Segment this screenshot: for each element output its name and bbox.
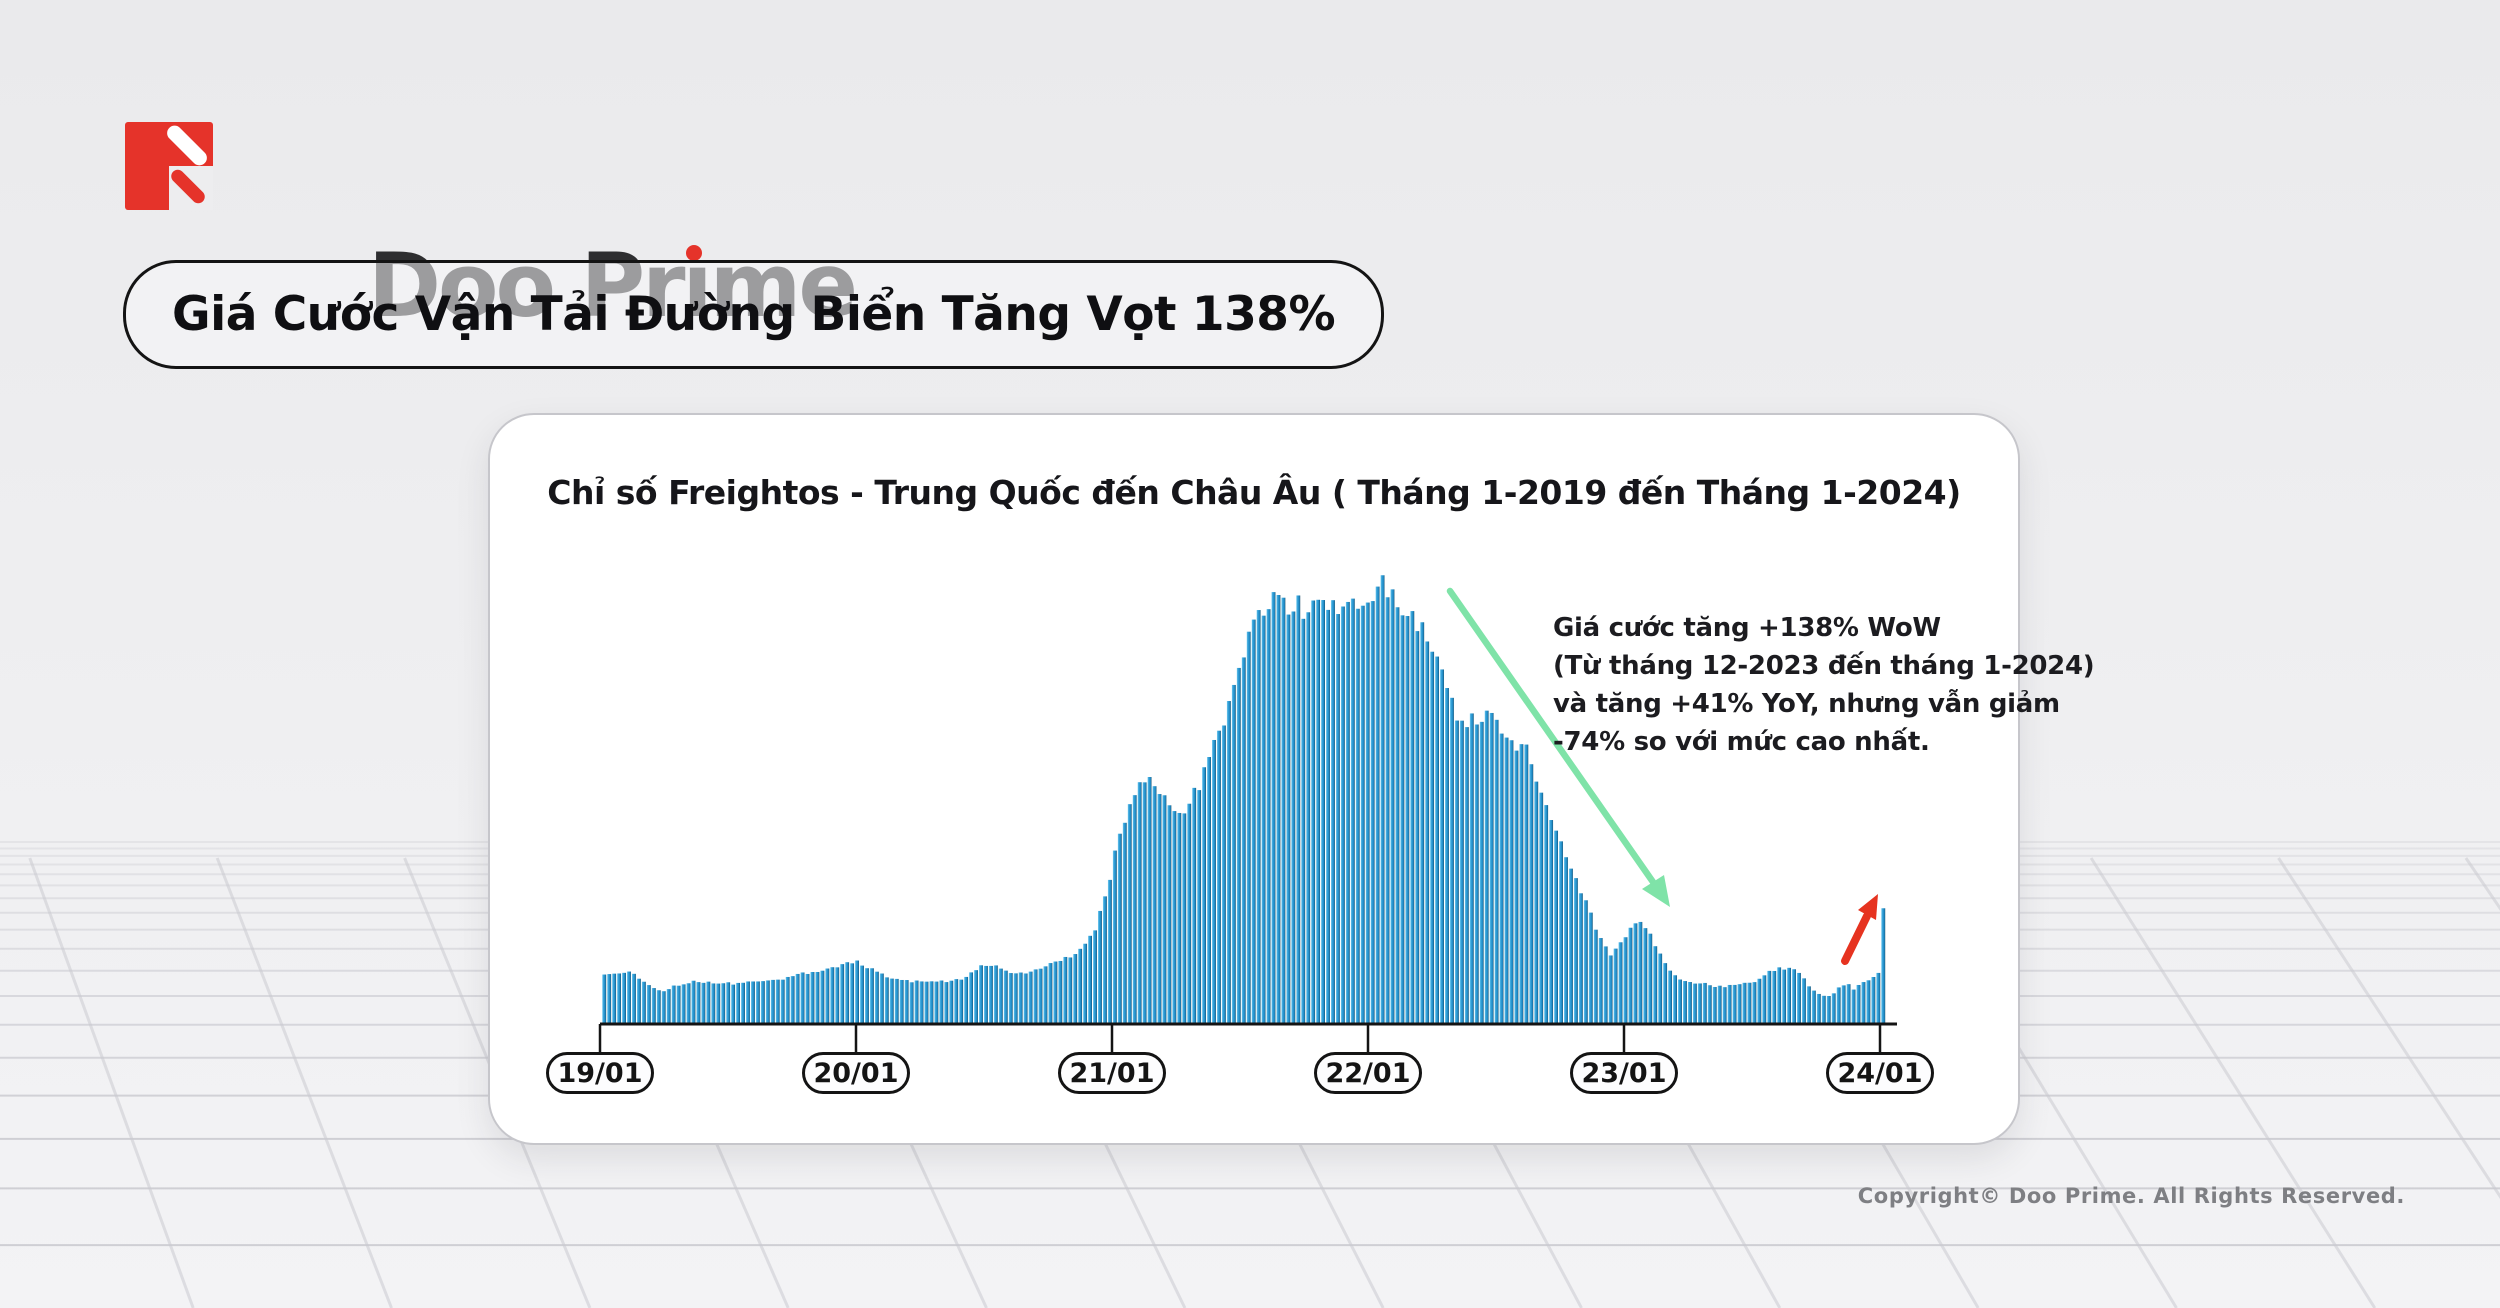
x-tick-label-23-01: 23/01 [1570,1052,1678,1094]
chart-card: Chỉ số Freightos - Trung Quốc đến Châu Â… [488,413,2095,1145]
copyright-text: Copyright© Doo Prime. All Rights Reserve… [1857,1184,2405,1208]
x-tick-label-22-01: 22/01 [1314,1052,1422,1094]
x-tick-label-24-01: 24/01 [1826,1052,1934,1094]
annotation-line: Giá cước tăng +138% WoW [1553,613,1941,643]
chart-annotation: Giá cước tăng +138% WoW (Từ tháng 12-202… [1553,609,2095,761]
annotation-line: (Từ tháng 12-2023 đến tháng 1-2024) [1553,651,2095,681]
headline-banner: Giá Cước Vận Tải Đường Biển Tăng Vọt 138… [123,260,1385,369]
chart-title: Chỉ số Freightos - Trung Quốc đến Châu Â… [547,473,1961,512]
x-axis [598,1022,1897,1054]
doo-prime-logo-icon [125,122,213,210]
bar-series [602,575,1886,1024]
x-tick-label-19-01: 19/01 [546,1052,654,1094]
x-tick-label-20-01: 20/01 [802,1052,910,1094]
x-tick-label-21-01: 21/01 [1058,1052,1166,1094]
freightos-bar-chart [598,575,1897,1054]
annotation-arrows [1446,587,1878,965]
annotation-line: và tăng +41% YoY, nhưng vẫn giảm [1553,689,2060,719]
wordmark-i-dot [685,245,702,261]
annotation-line: -74% so với mức cao nhất. [1553,727,1930,757]
headline-text: Giá Cước Vận Tải Đường Biển Tăng Vọt 138… [172,287,1336,342]
